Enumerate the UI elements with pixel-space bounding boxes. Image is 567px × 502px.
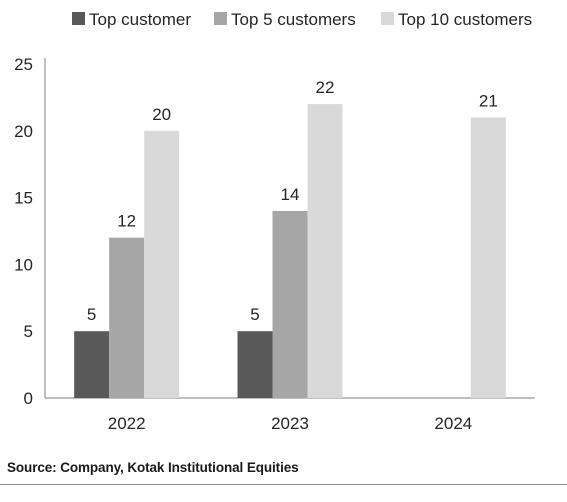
y-tick-label-20: 20	[14, 122, 33, 141]
chart-svg: Top customer Top 5 customers Top 10 custom…	[14, 10, 535, 433]
legend-swatch-2	[381, 12, 394, 25]
bar-2023-2	[307, 104, 343, 398]
y-tick-label-15: 15	[14, 189, 33, 208]
data-label-2022-1: 12	[117, 212, 136, 231]
legend-swatch-0	[72, 12, 85, 25]
bar-2023-1	[272, 210, 308, 398]
data-label-2023-0: 5	[250, 305, 259, 324]
legend-label-2: Top 10 customers	[398, 10, 532, 29]
data-label-2022-2: 20	[152, 105, 171, 124]
x-tick-label-2024: 2024	[434, 414, 472, 433]
data-label-2024-2: 21	[479, 91, 498, 110]
data-label-2023-2: 22	[316, 78, 335, 97]
y-tick-label-5: 5	[24, 322, 33, 341]
bar-2022-0	[74, 331, 110, 398]
bar-2023-0	[237, 331, 273, 398]
legend-label-0: Top customer	[89, 10, 191, 29]
legend-swatch-1	[214, 12, 227, 25]
y-tick-label-0: 0	[24, 389, 33, 408]
data-label-2022-0: 5	[87, 305, 96, 324]
bar-2024-2	[470, 117, 506, 398]
legend-label-1: Top 5 customers	[231, 10, 356, 29]
y-tick-label-25: 25	[14, 55, 33, 74]
source-note: Source: Company, Kotak Institutional Equ…	[7, 460, 299, 475]
source-divider	[0, 484, 567, 485]
y-tick-label-10: 10	[14, 255, 33, 274]
x-tick-label-2023: 2023	[271, 414, 309, 433]
data-label-2023-1: 14	[281, 185, 300, 204]
bar-2022-2	[144, 130, 180, 399]
bar-2022-1	[109, 237, 145, 398]
x-tick-label-2022: 2022	[108, 414, 146, 433]
